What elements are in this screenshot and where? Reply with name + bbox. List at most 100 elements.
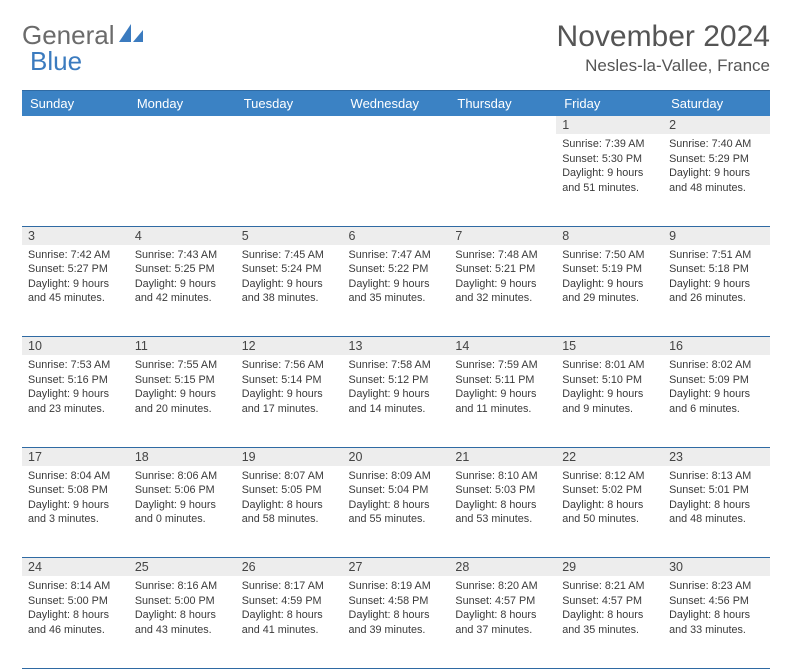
day-cell: Sunrise: 7:50 AMSunset: 5:19 PMDaylight:…	[556, 245, 663, 337]
day-number	[236, 116, 343, 134]
title-block: November 2024 Nesles-la-Vallee, France	[557, 20, 770, 76]
day-number: 18	[129, 447, 236, 466]
day-cell: Sunrise: 8:04 AMSunset: 5:08 PMDaylight:…	[22, 466, 129, 558]
content-row: Sunrise: 8:14 AMSunset: 5:00 PMDaylight:…	[22, 576, 770, 668]
day-number: 12	[236, 337, 343, 356]
day-number: 11	[129, 337, 236, 356]
day-cell: Sunrise: 8:06 AMSunset: 5:06 PMDaylight:…	[129, 466, 236, 558]
day-cell: Sunrise: 7:56 AMSunset: 5:14 PMDaylight:…	[236, 355, 343, 447]
calendar-header-row: SundayMondayTuesdayWednesdayThursdayFrid…	[22, 91, 770, 117]
day-content: Sunrise: 7:43 AMSunset: 5:25 PMDaylight:…	[129, 245, 236, 312]
day-number: 20	[343, 447, 450, 466]
calendar-body: 12Sunrise: 7:39 AMSunset: 5:30 PMDayligh…	[22, 116, 770, 668]
day-cell: Sunrise: 7:40 AMSunset: 5:29 PMDaylight:…	[663, 134, 770, 226]
content-row: Sunrise: 7:39 AMSunset: 5:30 PMDaylight:…	[22, 134, 770, 226]
day-number: 5	[236, 226, 343, 245]
day-content: Sunrise: 7:55 AMSunset: 5:15 PMDaylight:…	[129, 355, 236, 422]
daynum-row: 24252627282930	[22, 558, 770, 577]
calendar-table: SundayMondayTuesdayWednesdayThursdayFrid…	[22, 90, 770, 669]
day-number: 28	[449, 558, 556, 577]
day-content: Sunrise: 8:02 AMSunset: 5:09 PMDaylight:…	[663, 355, 770, 422]
day-header: Sunday	[22, 91, 129, 117]
day-number	[22, 116, 129, 134]
day-cell	[236, 134, 343, 226]
day-number: 25	[129, 558, 236, 577]
day-content: Sunrise: 8:16 AMSunset: 5:00 PMDaylight:…	[129, 576, 236, 643]
day-number: 1	[556, 116, 663, 134]
day-cell: Sunrise: 7:51 AMSunset: 5:18 PMDaylight:…	[663, 245, 770, 337]
page-header: General November 2024 Nesles-la-Vallee, …	[22, 20, 770, 76]
day-content: Sunrise: 7:58 AMSunset: 5:12 PMDaylight:…	[343, 355, 450, 422]
day-number: 9	[663, 226, 770, 245]
day-content: Sunrise: 8:23 AMSunset: 4:56 PMDaylight:…	[663, 576, 770, 643]
day-number: 14	[449, 337, 556, 356]
day-number	[343, 116, 450, 134]
day-content: Sunrise: 8:01 AMSunset: 5:10 PMDaylight:…	[556, 355, 663, 422]
day-number: 29	[556, 558, 663, 577]
day-cell: Sunrise: 7:47 AMSunset: 5:22 PMDaylight:…	[343, 245, 450, 337]
location-label: Nesles-la-Vallee, France	[557, 56, 770, 76]
day-content: Sunrise: 8:09 AMSunset: 5:04 PMDaylight:…	[343, 466, 450, 533]
day-number: 3	[22, 226, 129, 245]
day-header: Thursday	[449, 91, 556, 117]
day-cell: Sunrise: 7:42 AMSunset: 5:27 PMDaylight:…	[22, 245, 129, 337]
day-cell: Sunrise: 8:21 AMSunset: 4:57 PMDaylight:…	[556, 576, 663, 668]
day-cell: Sunrise: 8:09 AMSunset: 5:04 PMDaylight:…	[343, 466, 450, 558]
daynum-row: 17181920212223	[22, 447, 770, 466]
day-cell: Sunrise: 7:39 AMSunset: 5:30 PMDaylight:…	[556, 134, 663, 226]
day-cell: Sunrise: 7:59 AMSunset: 5:11 PMDaylight:…	[449, 355, 556, 447]
day-content: Sunrise: 8:07 AMSunset: 5:05 PMDaylight:…	[236, 466, 343, 533]
content-row: Sunrise: 8:04 AMSunset: 5:08 PMDaylight:…	[22, 466, 770, 558]
day-number	[129, 116, 236, 134]
day-content: Sunrise: 8:19 AMSunset: 4:58 PMDaylight:…	[343, 576, 450, 643]
day-cell: Sunrise: 8:17 AMSunset: 4:59 PMDaylight:…	[236, 576, 343, 668]
day-content: Sunrise: 8:21 AMSunset: 4:57 PMDaylight:…	[556, 576, 663, 643]
day-content: Sunrise: 8:13 AMSunset: 5:01 PMDaylight:…	[663, 466, 770, 533]
content-row: Sunrise: 7:42 AMSunset: 5:27 PMDaylight:…	[22, 245, 770, 337]
day-cell: Sunrise: 8:01 AMSunset: 5:10 PMDaylight:…	[556, 355, 663, 447]
day-content: Sunrise: 7:53 AMSunset: 5:16 PMDaylight:…	[22, 355, 129, 422]
day-content: Sunrise: 7:48 AMSunset: 5:21 PMDaylight:…	[449, 245, 556, 312]
day-number: 23	[663, 447, 770, 466]
day-content: Sunrise: 8:17 AMSunset: 4:59 PMDaylight:…	[236, 576, 343, 643]
day-header: Saturday	[663, 91, 770, 117]
day-content: Sunrise: 7:45 AMSunset: 5:24 PMDaylight:…	[236, 245, 343, 312]
day-header: Wednesday	[343, 91, 450, 117]
day-cell	[22, 134, 129, 226]
day-content: Sunrise: 8:20 AMSunset: 4:57 PMDaylight:…	[449, 576, 556, 643]
day-number: 10	[22, 337, 129, 356]
day-cell: Sunrise: 7:55 AMSunset: 5:15 PMDaylight:…	[129, 355, 236, 447]
daynum-row: 3456789	[22, 226, 770, 245]
day-cell: Sunrise: 8:23 AMSunset: 4:56 PMDaylight:…	[663, 576, 770, 668]
brand-part2: Blue	[30, 46, 82, 77]
day-number: 22	[556, 447, 663, 466]
day-cell: Sunrise: 8:16 AMSunset: 5:00 PMDaylight:…	[129, 576, 236, 668]
day-number: 16	[663, 337, 770, 356]
day-number: 13	[343, 337, 450, 356]
day-number: 21	[449, 447, 556, 466]
day-number: 27	[343, 558, 450, 577]
day-cell	[343, 134, 450, 226]
day-content: Sunrise: 8:14 AMSunset: 5:00 PMDaylight:…	[22, 576, 129, 643]
day-number: 19	[236, 447, 343, 466]
day-header: Friday	[556, 91, 663, 117]
day-cell: Sunrise: 7:58 AMSunset: 5:12 PMDaylight:…	[343, 355, 450, 447]
day-content: Sunrise: 7:39 AMSunset: 5:30 PMDaylight:…	[556, 134, 663, 201]
day-content: Sunrise: 7:59 AMSunset: 5:11 PMDaylight:…	[449, 355, 556, 422]
day-content: Sunrise: 7:51 AMSunset: 5:18 PMDaylight:…	[663, 245, 770, 312]
day-number: 30	[663, 558, 770, 577]
day-number: 24	[22, 558, 129, 577]
day-content: Sunrise: 7:40 AMSunset: 5:29 PMDaylight:…	[663, 134, 770, 201]
day-number: 2	[663, 116, 770, 134]
content-row: Sunrise: 7:53 AMSunset: 5:16 PMDaylight:…	[22, 355, 770, 447]
day-content: Sunrise: 7:42 AMSunset: 5:27 PMDaylight:…	[22, 245, 129, 312]
day-number: 7	[449, 226, 556, 245]
day-cell: Sunrise: 8:20 AMSunset: 4:57 PMDaylight:…	[449, 576, 556, 668]
day-cell: Sunrise: 8:07 AMSunset: 5:05 PMDaylight:…	[236, 466, 343, 558]
day-cell	[449, 134, 556, 226]
daynum-row: 12	[22, 116, 770, 134]
month-title: November 2024	[557, 20, 770, 54]
day-cell: Sunrise: 7:45 AMSunset: 5:24 PMDaylight:…	[236, 245, 343, 337]
day-number: 17	[22, 447, 129, 466]
day-number: 26	[236, 558, 343, 577]
